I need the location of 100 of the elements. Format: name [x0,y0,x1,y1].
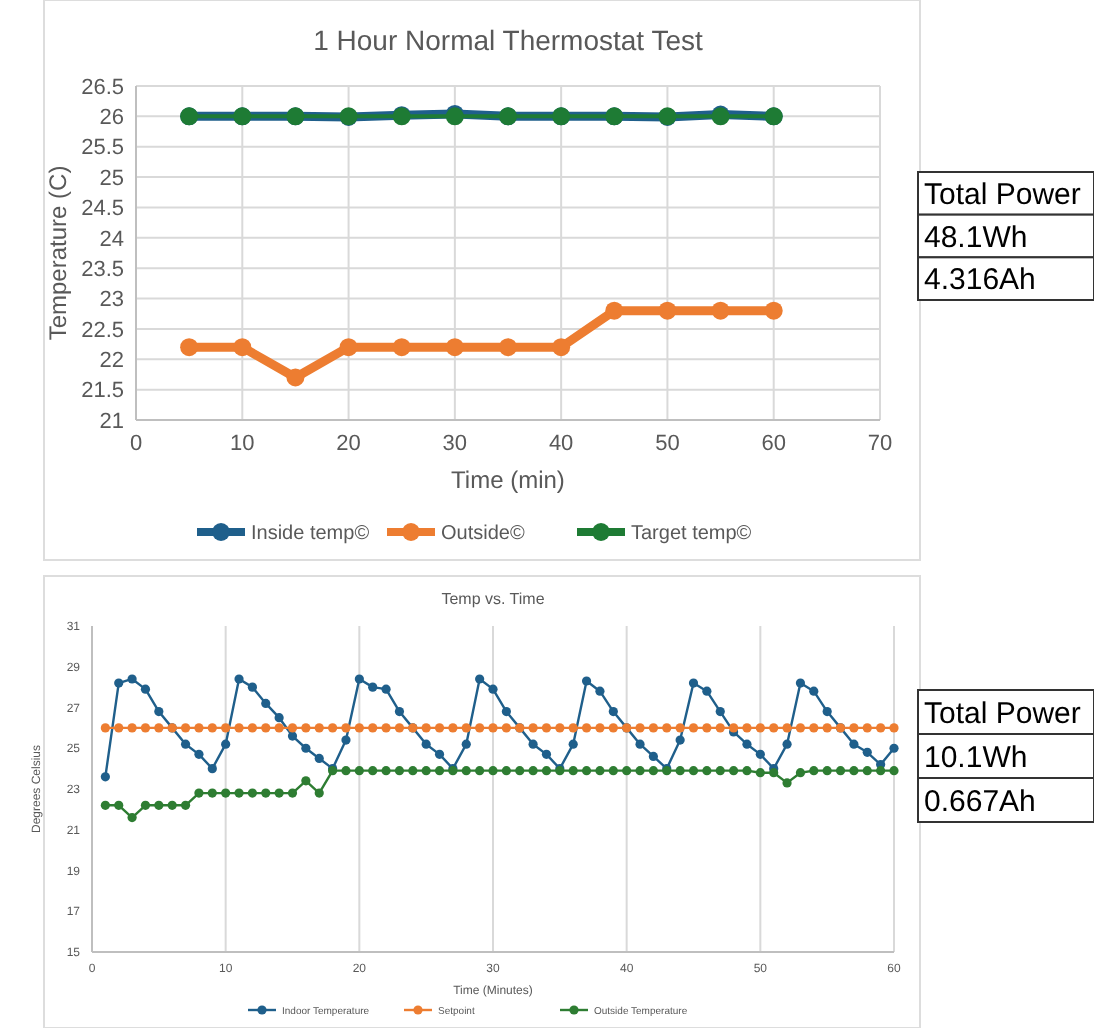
point [835,766,846,776]
x-tick-label: 60 [761,432,786,456]
legend-label: Inside temp© [251,523,371,545]
point [515,766,525,776]
point [608,766,618,776]
chart-title: 1 Hour Normal Thermostat Test [313,24,703,56]
point [408,766,418,776]
point [274,713,284,723]
point [849,739,859,749]
point [595,723,605,733]
point [434,766,445,776]
point [194,788,204,798]
point [702,686,712,696]
point [287,723,298,733]
point [541,766,552,776]
point [261,698,271,709]
text: 48.1Wh [924,220,1028,255]
point [688,723,699,733]
point [421,723,431,733]
point [341,766,351,776]
point [434,749,445,759]
y-tick-label: 21.5 [81,379,124,404]
point [769,723,779,733]
point [715,706,725,717]
point [675,723,685,733]
y-tick-label: 22.5 [81,318,124,343]
point [180,800,191,810]
point [889,766,899,776]
point [221,788,231,798]
point [608,706,618,717]
x-tick-label: 30 [442,432,468,456]
point [207,723,217,733]
point [648,766,658,776]
point [368,723,378,733]
point [662,723,672,733]
point [341,723,351,733]
point [221,739,231,749]
point [127,674,137,684]
point [381,684,391,694]
point [394,723,405,733]
point [528,723,538,733]
point [849,723,859,733]
point [528,766,538,776]
text: 0.667Ah [924,784,1036,819]
point [795,723,806,733]
x-tick-label: 50 [655,432,680,456]
point [622,766,632,776]
legend-label: Target temp© [631,523,753,545]
y-tick-label: 21 [99,409,124,434]
point [568,723,578,733]
y-tick-label: 25.5 [81,136,124,161]
point [341,735,351,745]
legend-label: Outside© [441,523,526,545]
point [180,739,191,749]
point [274,788,284,798]
point [605,301,624,320]
point [541,723,552,733]
point [234,788,244,798]
point [475,723,485,733]
point [822,723,832,733]
point [648,723,658,733]
point [287,731,298,741]
y-tick-label: 26 [99,106,124,131]
point [234,723,244,733]
point [501,706,511,717]
point [595,686,605,696]
point [581,723,592,733]
point [368,682,378,692]
point [247,723,257,733]
point [354,766,364,776]
point [392,338,411,357]
point [114,723,124,733]
point [568,739,578,749]
x-tick-label: 40 [548,432,574,456]
point [381,723,391,733]
point [711,301,730,320]
point [301,776,311,786]
point [261,723,271,733]
point [889,723,899,733]
y-tick-label: 26.5 [81,75,124,100]
point [421,739,431,749]
point [381,766,391,776]
y-tick-label: 22 [99,348,124,373]
point [445,338,464,357]
text: 10.1Wh [924,740,1028,775]
point [314,723,324,733]
text: 4.316Ah [924,263,1036,298]
point [114,678,124,688]
point [809,723,819,733]
point [822,766,832,776]
point [261,788,271,798]
point [782,739,792,749]
point [688,678,699,688]
x-tick-label: 20 [336,432,361,456]
point [795,768,806,778]
point [849,766,859,776]
point [764,301,783,320]
point [114,800,124,810]
point [247,682,257,692]
point [715,723,725,733]
